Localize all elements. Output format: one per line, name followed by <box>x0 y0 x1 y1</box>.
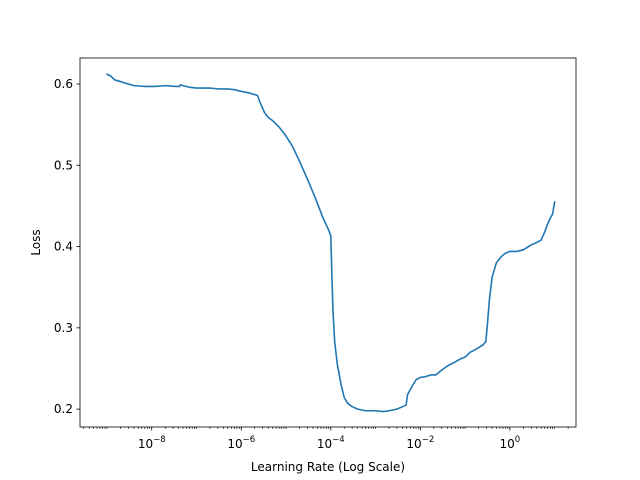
x-tick-label: 10−6 <box>227 435 255 451</box>
y-tick-label: 0.5 <box>54 158 73 172</box>
axes-frame <box>79 57 577 428</box>
loss-series-line <box>106 73 556 413</box>
y-axis-label: Loss <box>29 229 43 255</box>
x-tick-label: 10−2 <box>406 435 434 451</box>
y-tick-label: 0.3 <box>54 321 73 335</box>
y-tick-label: 0.2 <box>54 402 73 416</box>
axes: 10−8 10−6 10−4 10−2 100 0.2 0.3 0.4 0.5 0.6 <box>54 57 577 451</box>
y-tick-label: 0.6 <box>54 77 73 91</box>
plot-area <box>106 73 556 413</box>
x-tick-label: 10−8 <box>138 435 166 451</box>
x-tick-label: 10−4 <box>317 435 345 451</box>
y-tick-label: 0.4 <box>54 240 73 254</box>
x-tick-label: 100 <box>500 435 521 451</box>
x-axis-label: Learning Rate (Log Scale) <box>251 460 405 474</box>
